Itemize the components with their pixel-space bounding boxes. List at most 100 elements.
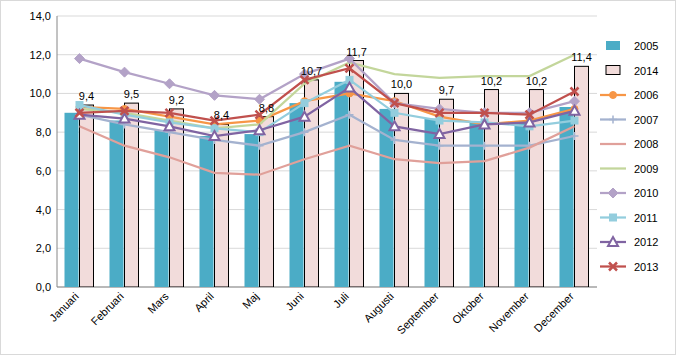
marker: [390, 121, 400, 130]
y-tick-label: 10,0: [30, 87, 51, 99]
bar: [470, 122, 484, 287]
data-label: 11,4: [571, 51, 592, 63]
bar: [515, 122, 529, 287]
marker: [166, 109, 174, 117]
grid-line: [57, 16, 597, 17]
bar: [215, 124, 229, 287]
marker: [165, 121, 175, 130]
x-tick-label: Januari: [47, 290, 81, 324]
bar: [395, 93, 409, 287]
marker: [570, 106, 580, 115]
legend-label: 2005: [634, 40, 658, 52]
y-axis: [57, 16, 58, 287]
x-tick-label: Maj: [240, 290, 261, 311]
grid-line: [57, 54, 597, 55]
data-label: 10,2: [481, 75, 502, 87]
x-tick-label: Juni: [283, 290, 306, 313]
marker: [571, 117, 578, 124]
marker: [346, 64, 354, 72]
y-tick-label: 4,0: [36, 204, 51, 216]
legend: 2005201420062007200820092010201120122013: [600, 40, 658, 273]
marker: [345, 83, 355, 92]
marker: [256, 142, 264, 150]
legend-swatch: [600, 143, 626, 145]
legend-swatch: [606, 41, 620, 50]
legend-marker: [610, 214, 617, 221]
legend-label: 2013: [634, 261, 658, 273]
data-label: 10,2: [526, 75, 547, 87]
data-label: 9,4: [79, 90, 94, 102]
marker: [436, 117, 443, 124]
legend-swatch: [606, 66, 620, 75]
marker: [210, 90, 220, 100]
legend-label: 2007: [634, 114, 658, 126]
bar: [290, 103, 304, 287]
chart-border: [1, 1, 676, 355]
line: [80, 68, 575, 120]
marker: [301, 128, 309, 136]
plot-area: [65, 54, 589, 287]
legend-label: 2012: [634, 236, 658, 248]
y-tick-label: 14,0: [30, 10, 51, 22]
legend-label: 2010: [634, 187, 658, 199]
legend-label: 2008: [634, 138, 658, 150]
marker: [526, 111, 534, 119]
marker: [255, 125, 265, 134]
x-tick-label: November: [487, 290, 532, 335]
marker: [300, 112, 310, 121]
x-tick-label: Juli: [331, 290, 351, 310]
marker: [571, 87, 579, 95]
marker: [76, 109, 84, 117]
marker: [436, 109, 444, 117]
legend-marker: [609, 116, 617, 124]
legend-label: 2006: [634, 89, 658, 101]
y-tick-label: 6,0: [36, 165, 51, 177]
marker: [525, 108, 535, 118]
marker: [75, 54, 85, 64]
marker: [435, 129, 445, 138]
y-tick-label: 0,0: [36, 281, 51, 293]
marker: [75, 110, 85, 119]
data-label: 9,7: [439, 84, 454, 96]
marker: [346, 111, 354, 119]
data-label: 8,8: [259, 102, 274, 114]
marker: [165, 79, 175, 89]
marker: [436, 142, 444, 150]
line: [80, 59, 575, 113]
data-label: 11,7: [346, 46, 367, 58]
legend-marker: [609, 263, 617, 271]
bar: [170, 109, 184, 287]
marker: [120, 67, 130, 77]
line: [80, 126, 575, 174]
marker: [76, 102, 83, 109]
data-label: 8,4: [214, 109, 229, 121]
legend-label: 2011: [634, 212, 658, 224]
legend-swatch: [600, 167, 626, 169]
x-tick-label: April: [192, 290, 216, 314]
chart: 0,02,04,06,08,010,012,014,0JanuariFebrua…: [0, 0, 676, 355]
data-labels: 9,49,59,28,48,810,711,710,09,710,210,211…: [79, 46, 592, 122]
marker: [391, 99, 399, 107]
legend-marker: [608, 188, 618, 198]
x-tick-label: Oktober: [450, 290, 486, 326]
bar: [440, 99, 454, 287]
x-tick-label: Mars: [145, 290, 171, 316]
x-tick-label: Augusti: [361, 290, 395, 324]
bar: [125, 103, 139, 287]
legend-marker: [610, 92, 617, 99]
bar: [560, 107, 574, 287]
data-label: 10,7: [301, 65, 322, 77]
legend-label: 2009: [634, 163, 658, 175]
marker: [391, 136, 399, 144]
bar: [200, 136, 214, 287]
y-tick-label: 12,0: [30, 49, 51, 61]
legend-marker: [608, 237, 618, 246]
data-label: 10,0: [391, 78, 412, 90]
marker: [571, 132, 579, 140]
data-label: 9,5: [124, 88, 139, 100]
bar: [65, 113, 79, 287]
x-tick-label: Februari: [88, 290, 125, 327]
bar: [335, 82, 349, 287]
marker: [481, 142, 489, 150]
marker: [301, 100, 308, 107]
